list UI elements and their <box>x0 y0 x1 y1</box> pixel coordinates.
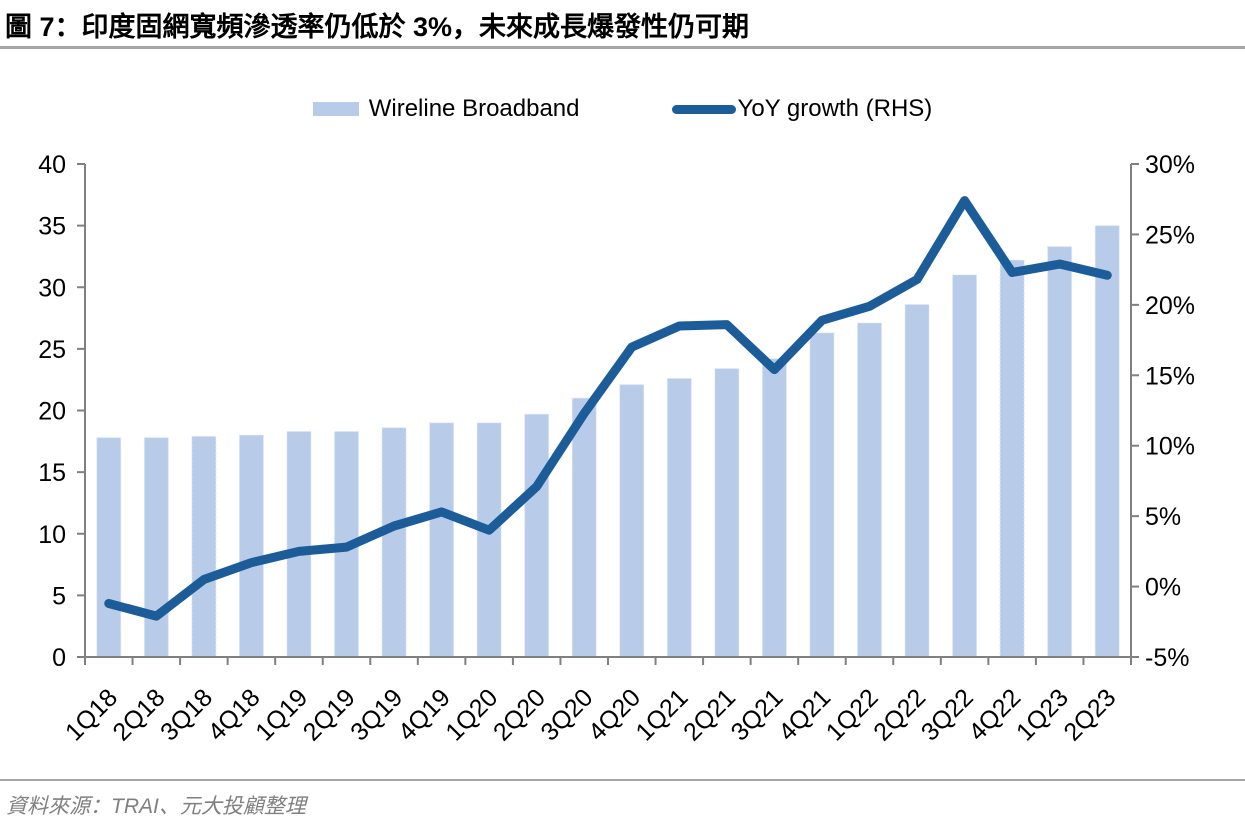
right-axis-tick-label: 30% <box>1145 151 1195 179</box>
right-axis-tick-label: 5% <box>1145 503 1181 531</box>
legend-label-wireline-broadband: Wireline Broadband <box>368 95 580 122</box>
bar-3Q21 <box>761 358 787 658</box>
x-axis-label-1Q20: 1Q20 <box>440 683 503 746</box>
bar-2Q22 <box>904 304 930 658</box>
x-axis-label-1Q19: 1Q19 <box>250 683 313 746</box>
left-axis-tick-label: 15 <box>38 459 66 487</box>
left-axis-tick-label: 20 <box>38 398 66 426</box>
left-axis-tick-label: 25 <box>38 336 66 364</box>
x-axis-label-3Q18: 3Q18 <box>155 683 218 746</box>
x-axis-label-3Q21: 3Q21 <box>726 683 789 746</box>
bar-2Q21 <box>714 368 740 658</box>
right-axis-tick-label: 15% <box>1145 362 1195 390</box>
bar-series-swatch-icon <box>312 102 359 116</box>
x-axis-label-2Q20: 2Q20 <box>488 683 551 746</box>
bar-1Q18 <box>96 437 122 658</box>
x-axis-label-2Q22: 2Q22 <box>868 683 931 746</box>
figure-title: 圖 7：印度固網寬頻滲透率仍低於 3%，未來成長爆發性仍可期 <box>5 12 750 42</box>
x-axis-label-2Q21: 2Q21 <box>678 683 741 746</box>
bar-4Q21 <box>809 332 835 658</box>
legend-item-wireline-broadband: Wireline Broadband <box>312 95 580 123</box>
x-axis-label-3Q20: 3Q20 <box>535 683 598 746</box>
x-axis-label-2Q18: 2Q18 <box>107 683 170 746</box>
bar-2Q23 <box>1094 225 1120 658</box>
bar-4Q22 <box>999 259 1025 658</box>
footer-divider <box>0 779 1245 781</box>
x-axis-label-3Q22: 3Q22 <box>916 683 979 746</box>
legend-item-yoy-growth: YoY growth (RHS) <box>671 95 933 123</box>
x-axis-label-1Q22: 1Q22 <box>821 683 884 746</box>
bar-2Q18 <box>143 437 169 658</box>
chart-legend: Wireline Broadband YoY growth (RHS) <box>0 92 1245 126</box>
bar-1Q19 <box>286 430 312 658</box>
left-axis-tick-label: 30 <box>38 274 66 302</box>
x-axis-label-2Q19: 2Q19 <box>298 683 361 746</box>
line-series-swatch-icon <box>671 104 736 114</box>
bar-4Q20 <box>619 384 645 658</box>
legend-label-yoy-growth: YoY growth (RHS) <box>737 95 933 122</box>
x-axis-label-4Q20: 4Q20 <box>583 683 646 746</box>
left-axis-tick-label: 35 <box>38 213 66 241</box>
right-axis-tick-label: 20% <box>1145 292 1195 320</box>
bar-3Q20 <box>571 397 597 658</box>
right-axis-tick-label: 25% <box>1145 221 1195 249</box>
x-axis-label-3Q19: 3Q19 <box>345 683 408 746</box>
left-axis-tick-label: 0 <box>52 644 66 672</box>
x-axis-label-4Q19: 4Q19 <box>393 683 456 746</box>
left-axis-tick-label: 40 <box>38 151 66 179</box>
left-axis-tick-label: 10 <box>38 521 66 549</box>
x-axis-label-1Q18: 1Q18 <box>60 683 123 746</box>
bar-3Q22 <box>952 274 978 658</box>
source-note: 資料來源：TRAI、元大投顧整理 <box>6 795 306 818</box>
bar-2Q20 <box>524 413 550 658</box>
title-divider <box>0 46 1245 49</box>
bar-1Q20 <box>476 422 502 658</box>
x-axis-label-2Q23: 2Q23 <box>1058 683 1121 746</box>
bar-4Q19 <box>429 422 455 658</box>
x-axis-label-4Q22: 4Q22 <box>963 683 1026 746</box>
left-axis-tick-label: 5 <box>52 582 66 610</box>
bar-1Q22 <box>857 322 882 658</box>
x-axis-label-1Q23: 1Q23 <box>1011 683 1074 746</box>
x-axis-label-4Q18: 4Q18 <box>203 683 266 746</box>
x-axis-label-1Q21: 1Q21 <box>630 683 693 746</box>
right-axis-tick-label: -5% <box>1145 644 1189 672</box>
right-axis-tick-label: 10% <box>1145 433 1195 461</box>
bar-3Q19 <box>381 427 407 658</box>
right-axis-tick-label: 0% <box>1145 574 1181 602</box>
bar-1Q23 <box>1047 246 1073 658</box>
bar-1Q21 <box>666 377 692 658</box>
yoy-growth-line <box>104 196 1112 621</box>
x-axis-label-4Q21: 4Q21 <box>773 683 836 746</box>
bar-4Q18 <box>238 434 264 658</box>
bar-3Q18 <box>191 435 217 658</box>
